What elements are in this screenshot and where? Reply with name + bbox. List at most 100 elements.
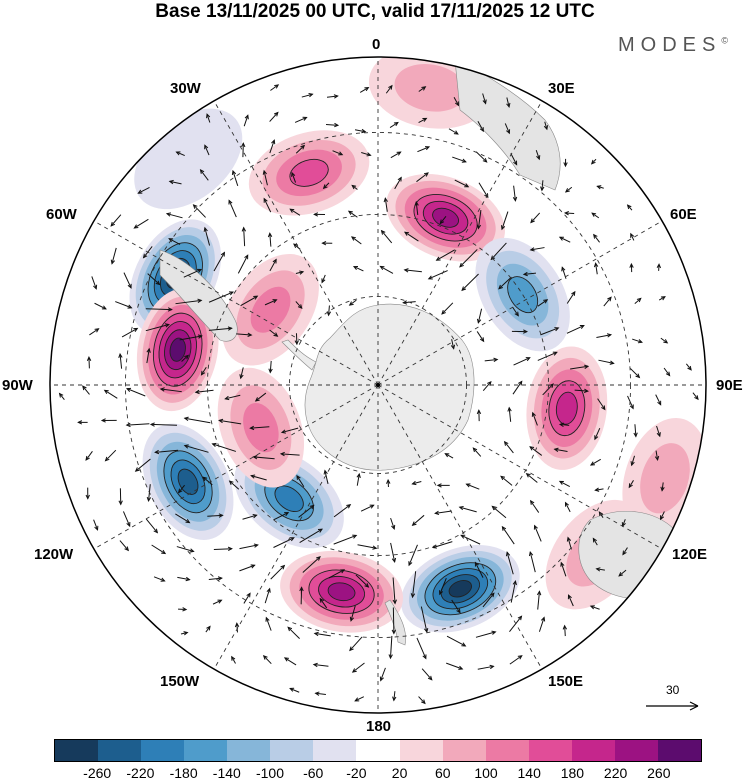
wind-vector-arrow <box>239 543 259 550</box>
wind-vector-arrow <box>208 291 235 303</box>
wind-vector-arrow <box>204 144 210 156</box>
wind-vector-arrow <box>630 455 635 467</box>
wind-vector-arrow <box>224 394 241 401</box>
wind-vector-arrow <box>254 392 267 402</box>
wind-vector-arrow <box>460 534 481 545</box>
wind-vector-arrow <box>177 484 185 494</box>
wind-vector-arrow <box>145 323 170 332</box>
wind-vector-arrow <box>660 482 665 492</box>
wind-vector-arrow <box>213 251 225 272</box>
wind-vector-arrow <box>361 152 372 157</box>
wind-vector-arrow <box>418 696 426 705</box>
colorbar-swatch <box>614 740 658 761</box>
wind-vector-arrow <box>312 662 329 668</box>
wind-vector-arrow <box>454 179 470 188</box>
wind-vector-arrow <box>239 564 256 572</box>
wind-vector-arrow <box>211 442 237 452</box>
antarctic-peninsula <box>281 339 317 371</box>
wind-vector-arrow <box>535 149 541 161</box>
wind-vector-arrow <box>85 487 90 500</box>
wind-vector-arrow <box>360 504 375 512</box>
wind-vector-arrow <box>151 544 167 555</box>
wind-vector-arrow <box>175 298 203 305</box>
wind-vector-arrow <box>590 158 597 165</box>
wind-vector-arrow <box>451 599 461 614</box>
wind-vector-arrow <box>202 476 213 486</box>
wind-vector-arrow <box>356 472 361 486</box>
colorbar-tick-label: -20 <box>346 765 367 781</box>
wind-vector-arrow <box>145 518 159 534</box>
colorbar-swatch <box>528 740 572 761</box>
wind-vector-arrow <box>421 668 433 681</box>
wind-vector-arrow <box>658 296 666 301</box>
wind-vector-arrow <box>591 212 600 219</box>
colorbar-tick-label: -60 <box>303 765 324 781</box>
wind-vector-arrow <box>279 451 300 457</box>
wind-vector-arrow <box>262 169 268 186</box>
wind-vector-arrow <box>176 546 195 553</box>
wind-vector-arrow <box>77 420 88 425</box>
wind-vector-arrow <box>183 268 203 278</box>
wind-vector-arrow <box>476 331 485 343</box>
positive-anomaly-contour <box>327 582 356 602</box>
meridian-line <box>93 220 379 386</box>
colorbar-swatch <box>98 740 142 761</box>
wind-vector-arrow <box>418 117 428 123</box>
wind-vector-arrow <box>596 185 604 190</box>
wind-vector-arrow <box>655 394 662 406</box>
wind-vector-arrow <box>566 290 576 304</box>
wind-vector-arrow <box>654 450 660 462</box>
wind-vector-arrow <box>529 499 540 513</box>
vector-scale-arrow <box>646 701 699 711</box>
colorbar-swatch <box>184 740 228 761</box>
wind-vector-arrow <box>302 556 321 573</box>
longitude-label-90w: 90W <box>2 377 33 394</box>
wind-vector-arrow <box>289 687 300 693</box>
wind-vector-arrow <box>558 480 570 488</box>
wind-vector-arrow <box>153 576 166 582</box>
colorbar-swatch <box>270 740 314 761</box>
colorbar-swatch <box>399 740 443 761</box>
wind-vector-arrow <box>207 513 224 518</box>
wind-vector-arrow <box>355 574 370 588</box>
wind-vector-arrow <box>537 299 549 307</box>
wind-vector-arrow <box>595 567 605 572</box>
wind-vector-arrow <box>149 422 178 427</box>
wind-vector-arrow <box>192 204 206 218</box>
wind-vector-arrow <box>594 427 601 441</box>
wind-vector-arrow <box>482 93 487 105</box>
wind-vector-arrow <box>392 577 397 605</box>
wind-vector-arrow <box>663 367 671 377</box>
south-america-landmass <box>159 249 238 342</box>
wind-vector-arrow <box>500 211 509 231</box>
wind-vector-arrow <box>500 475 513 486</box>
wind-vector-arrow <box>178 607 188 612</box>
wind-vector-arrow <box>118 352 123 369</box>
wind-vector-arrow <box>103 389 118 399</box>
wind-vector-arrow <box>119 540 130 552</box>
wind-vector-arrow <box>563 210 575 216</box>
wind-vector-arrow <box>115 301 133 309</box>
wind-vector-arrow <box>446 662 464 670</box>
wind-vector-arrow <box>242 514 258 520</box>
wind-vector-arrow <box>598 359 615 365</box>
wind-vector-arrow <box>482 380 492 392</box>
wind-vector-arrow <box>200 367 207 376</box>
wind-vector-arrow <box>175 151 185 157</box>
colorbar-swatch <box>55 740 99 761</box>
wind-vector-arrow <box>82 385 90 395</box>
wind-vector-arrow <box>262 655 272 665</box>
wind-vector-arrow <box>540 327 560 336</box>
wind-vector-arrow <box>622 547 628 556</box>
wind-vector-arrow <box>319 597 328 609</box>
wind-vector-arrow <box>596 333 613 339</box>
wind-vector-arrow <box>570 364 590 370</box>
wind-vectors <box>58 84 699 705</box>
wind-vector-arrow <box>540 180 545 192</box>
wind-vector-arrow <box>326 305 332 317</box>
wind-vector-arrow <box>461 273 479 292</box>
longitude-label-180: 180 <box>366 718 392 735</box>
antarctica-landmass <box>304 303 475 471</box>
colorbar-swatch <box>657 740 701 761</box>
